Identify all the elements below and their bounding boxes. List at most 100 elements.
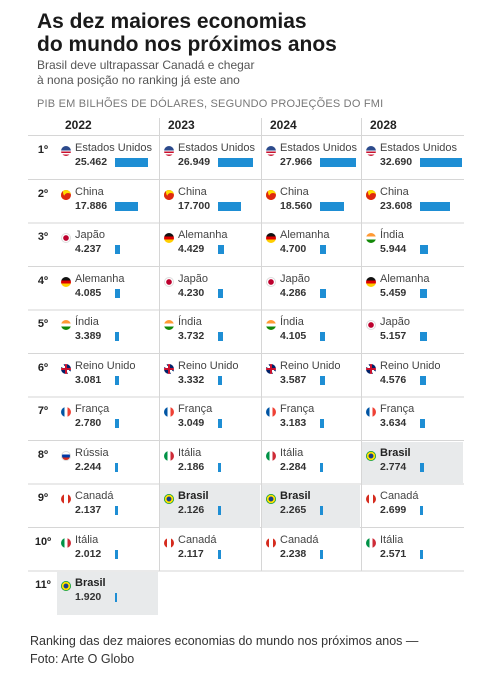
table-cell: Brasil 2.265: [262, 485, 360, 528]
gdp-bar: [115, 375, 119, 385]
india-flag-icon: [61, 320, 71, 330]
country-name: Itália: [380, 533, 404, 546]
title-line-1: As dez maiores economias: [37, 10, 307, 33]
country-name: Brasil: [75, 577, 106, 589]
gdp-value-label: 4.105: [280, 330, 307, 342]
gdp-value-label: 32.690: [380, 156, 413, 168]
gdp-bar: [115, 288, 120, 298]
title-line-2: do mundo nos próximos anos: [37, 33, 337, 56]
china-flag-icon: [61, 189, 71, 200]
country-name: Alemanha: [380, 272, 430, 285]
brazil-flag-icon: [366, 450, 376, 461]
rank-label: 8º: [37, 448, 49, 461]
gdp-bar: [420, 462, 424, 472]
uk-flag-icon: [366, 363, 376, 374]
country-name: França: [380, 403, 415, 415]
table-cell: Alemanha 4.085: [57, 268, 158, 311]
gdp-value-label: 2.126: [178, 504, 205, 516]
table-cell: Itália 2.186: [160, 442, 260, 485]
country-name: Alemanha: [178, 229, 228, 241]
gdp-value-label: 18.560: [280, 199, 313, 212]
germany-flag-icon: [366, 276, 376, 287]
gdp-value-label: 2.699: [380, 504, 407, 516]
gdp-value-label: 4.700: [280, 243, 307, 255]
germany-flag-icon: [164, 233, 174, 243]
germany-flag-icon: [266, 233, 276, 243]
subtitle-line-2: à nona posição no ranking já este ano: [37, 73, 240, 87]
germany-flag-icon: [61, 276, 71, 287]
gdp-value-label: 2.244: [75, 460, 102, 473]
country-name: Índia: [380, 229, 404, 241]
country-name: França: [280, 403, 315, 415]
gdp-value-label: 2.774: [380, 460, 407, 473]
gdp-value-label: 2.238: [280, 547, 307, 560]
gdp-value-label: 4.237: [75, 243, 102, 255]
page-title: As dez maiores economias do mundo nos pr…: [37, 10, 477, 56]
country-name: Itália: [178, 446, 202, 459]
gdp-bar: [420, 332, 427, 341]
rank-label: 5º: [37, 318, 49, 330]
china-flag-icon: [366, 189, 376, 200]
gdp-value-label: 2.137: [75, 504, 102, 516]
canada-flag-icon: [61, 494, 71, 504]
country-name: Alemanha: [75, 272, 125, 285]
gdp-bar: [320, 549, 323, 559]
gdp-value-label: 27.966: [280, 156, 313, 168]
table-cell: Japão 4.286: [262, 268, 360, 311]
table-cell: Estados Unidos 25.462: [57, 137, 158, 180]
gdp-bar: [115, 593, 117, 602]
country-name: França: [178, 403, 213, 415]
gdp-bar: [115, 158, 148, 167]
table-cell: França 3.634: [362, 398, 463, 441]
gdp-bar: [218, 549, 221, 559]
table-cell: Itália 2.012: [57, 529, 158, 572]
gdp-value-label: 25.462: [75, 156, 108, 168]
table-cell: Itália 2.571: [362, 529, 463, 572]
gdp-value-label: 2.780: [75, 417, 102, 429]
brazil-flag-icon: [266, 494, 276, 504]
country-name: Reino Unido: [75, 359, 136, 372]
gdp-value-label: 17.886: [75, 199, 108, 212]
gdp-value-label: 1.920: [75, 591, 102, 603]
gdp-bar: [115, 201, 138, 211]
italy-flag-icon: [366, 537, 376, 548]
table-cell: Canadá 2.117: [160, 529, 260, 572]
rank-label: 11º: [35, 579, 51, 591]
table-cell: França 3.183: [262, 398, 360, 441]
japan-flag-icon: [164, 276, 174, 287]
gdp-value-label: 4.286: [280, 286, 307, 299]
gdp-bar: [320, 506, 323, 515]
table-cell: Canadá 2.137: [57, 485, 158, 528]
gdp-value-label: 26.949: [178, 156, 211, 168]
table-cell: Japão 4.230: [160, 268, 260, 311]
gdp-bar: [218, 462, 221, 472]
gdp-value-label: 2.284: [280, 460, 307, 473]
table-cell: Rússia 2.244: [57, 442, 158, 485]
country-name: Reino Unido: [178, 359, 239, 372]
subtitle: Brasil deve ultrapassar Canadá e chegar …: [37, 58, 477, 88]
table-cell: Estados Unidos 27.966: [262, 137, 360, 180]
country-name: Canadá: [178, 533, 217, 546]
country-name: Índia: [178, 316, 202, 328]
gdp-value-label: 17.700: [178, 199, 211, 212]
russia-flag-icon: [61, 450, 71, 461]
table-cell: Reino Unido 3.587: [262, 355, 360, 398]
table-cell: Itália 2.284: [262, 442, 360, 485]
gdp-value-label: 2.012: [75, 547, 102, 560]
country-name: China: [280, 185, 309, 198]
country-name: Reino Unido: [380, 359, 441, 372]
caption: Ranking das dez maiores economias do mun…: [30, 632, 470, 668]
gdp-value-label: 5.944: [380, 243, 407, 255]
gdp-value-label: 3.049: [178, 417, 205, 429]
gdp-bar: [218, 201, 241, 211]
gdp-value-label: 3.389: [75, 330, 102, 342]
rank-label: 7º: [37, 405, 49, 417]
us-flag-icon: [366, 146, 376, 156]
italy-flag-icon: [266, 450, 276, 461]
italy-flag-icon: [61, 537, 71, 548]
table-cell: China 17.700: [160, 181, 260, 224]
us-flag-icon: [61, 146, 71, 156]
gdp-value-label: 2.571: [380, 547, 407, 560]
table-cell: França 2.780: [57, 398, 158, 441]
gdp-bar: [218, 245, 224, 254]
